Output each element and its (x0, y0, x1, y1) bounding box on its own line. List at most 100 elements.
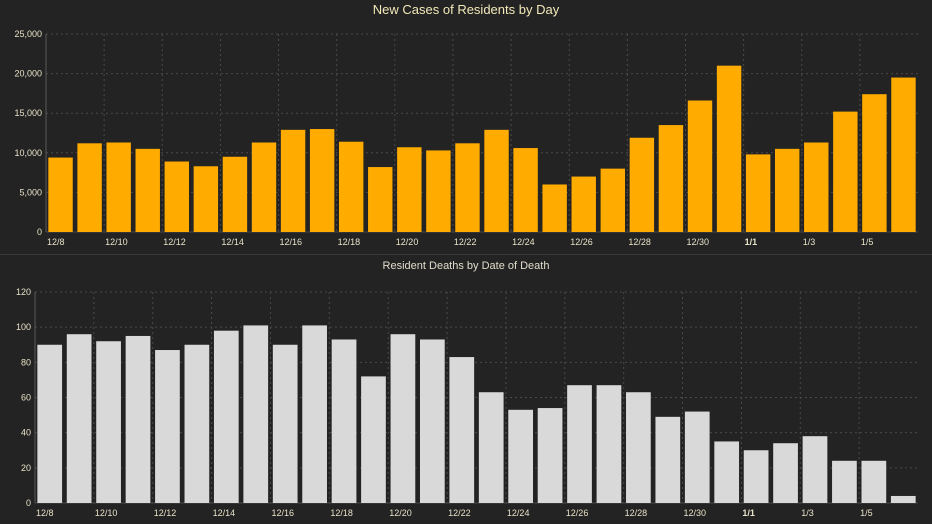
deaths-x-tick-label: 12/24 (507, 508, 530, 518)
deaths-x-tick-label: 12/30 (684, 508, 707, 518)
deaths-bar-12-8[interactable] (37, 344, 63, 503)
cases-x-tick-label: 12/16 (280, 237, 303, 247)
cases-bar-12-24[interactable] (513, 148, 538, 232)
deaths-bar-12-10[interactable] (96, 341, 121, 503)
deaths-y-tick-label: 80 (21, 357, 31, 367)
cases-x-tick-label: 12/10 (105, 237, 128, 247)
deaths-bar-12-27[interactable] (596, 385, 622, 503)
cases-bar-12-29[interactable] (658, 125, 684, 232)
deaths-x-tick-label: 12/28 (625, 508, 648, 518)
deaths-bar-12-30[interactable] (684, 411, 710, 503)
cases-bar-12-14[interactable] (222, 156, 248, 232)
deaths-bar-12-31[interactable] (714, 441, 740, 503)
deaths-bar-12-20[interactable] (390, 334, 416, 503)
cases-bar-12-26[interactable] (571, 176, 596, 232)
deaths-y-tick-label: 0 (26, 498, 31, 508)
deaths-bar-1-2[interactable] (773, 443, 798, 503)
cases-chart-title: New Cases of Residents by Day (372, 2, 560, 17)
deaths-y-tick-label: 60 (21, 393, 31, 403)
deaths-bar-1-4[interactable] (832, 460, 857, 503)
deaths-bar-12-11[interactable] (125, 335, 151, 503)
cases-x-tick-label: 12/20 (396, 237, 419, 247)
cases-bar-12-12[interactable] (164, 161, 190, 232)
deaths-bar-12-25[interactable] (537, 408, 563, 503)
deaths-bar-1-1[interactable] (743, 450, 769, 503)
deaths-x-tick-label: 1/5 (860, 508, 873, 518)
deaths-x-tick-label: 12/16 (271, 508, 294, 518)
deaths-y-tick-label: 120 (16, 287, 31, 297)
cases-y-tick-label: 25,000 (14, 29, 42, 39)
cases-bar-12-27[interactable] (600, 168, 626, 232)
cases-y-tick-label: 20,000 (14, 69, 42, 79)
deaths-x-tick-label: 1/3 (801, 508, 814, 518)
deaths-x-tick-label: 12/14 (213, 508, 236, 518)
deaths-x-tick-label: 12/26 (566, 508, 589, 518)
deaths-bar-12-24[interactable] (508, 409, 534, 503)
cases-bar-12-30[interactable] (687, 100, 713, 232)
cases-bar-1-3[interactable] (804, 142, 829, 232)
cases-y-tick-label: 10,000 (14, 148, 42, 158)
deaths-bar-12-23[interactable] (478, 392, 504, 503)
deaths-bar-12-28[interactable] (626, 392, 651, 503)
deaths-bar-12-21[interactable] (419, 339, 445, 503)
deaths-bar-12-19[interactable] (361, 376, 386, 503)
cases-bar-1-5[interactable] (862, 94, 887, 232)
cases-bar-12-17[interactable] (309, 129, 335, 232)
cases-y-tick-label: 15,000 (14, 108, 42, 118)
cases-bar-12-13[interactable] (193, 166, 219, 232)
cases-bar-1-2[interactable] (774, 148, 800, 232)
cases-bar-chart: 0 5,000 10,000 15,000 20,000 25,000 12/8 12/10 1… (14, 29, 918, 247)
cases-bar-12-22[interactable] (455, 143, 480, 232)
cases-bar-12-18[interactable] (338, 141, 364, 232)
deaths-bar-12-14[interactable] (213, 330, 239, 503)
deaths-bar-12-15[interactable] (243, 325, 269, 503)
cases-bar-1-6[interactable] (891, 77, 916, 232)
cases-bar-12-19[interactable] (368, 167, 393, 232)
deaths-bar-1-6[interactable] (890, 495, 916, 503)
cases-bar-12-15[interactable] (251, 142, 277, 232)
deaths-x-tick-label: 12/22 (448, 508, 471, 518)
chart-divider (0, 254, 932, 255)
deaths-bar-12-13[interactable] (184, 344, 210, 503)
deaths-x-tick-label: 12/10 (95, 508, 118, 518)
cases-bar-12-25[interactable] (542, 184, 567, 232)
cases-bar-12-20[interactable] (397, 147, 422, 232)
deaths-chart-title: Resident Deaths by Date of Death (382, 260, 550, 272)
deaths-bar-12-9[interactable] (66, 334, 92, 503)
deaths-bar-12-29[interactable] (655, 416, 681, 503)
cases-x-tick-label: 12/22 (454, 237, 477, 247)
deaths-x-tick-label: 12/20 (389, 508, 412, 518)
deaths-bar-12-17[interactable] (302, 325, 327, 503)
deaths-y-tick-label: 20 (21, 463, 31, 473)
deaths-bar-1-5[interactable] (861, 460, 887, 503)
cases-bar-12-16[interactable] (280, 129, 306, 232)
cases-bar-12-28[interactable] (629, 137, 655, 232)
cases-bar-12-10[interactable] (106, 142, 131, 232)
deaths-bar-12-22[interactable] (449, 357, 475, 503)
deaths-y-tick-label: 100 (16, 322, 31, 332)
cases-bar-12-8[interactable] (48, 157, 73, 232)
cases-x-tick-label: 12/8 (47, 237, 65, 247)
deaths-bar-12-18[interactable] (331, 339, 357, 503)
cases-x-tick-label: 1/5 (861, 237, 874, 247)
cases-bar-1-1[interactable] (745, 154, 771, 232)
cases-bar-12-9[interactable] (77, 143, 102, 232)
cases-bar-12-31[interactable] (716, 65, 742, 233)
deaths-bar-1-3[interactable] (802, 436, 828, 503)
cases-bar-12-23[interactable] (484, 129, 509, 232)
cases-x-tick-label: 12/30 (686, 237, 709, 247)
deaths-bar-12-26[interactable] (567, 385, 592, 503)
cases-bar-1-4[interactable] (833, 111, 858, 232)
cases-bar-12-21[interactable] (426, 150, 451, 232)
cases-x-tick-label: 12/26 (570, 237, 593, 247)
deaths-y-tick-label: 40 (21, 428, 31, 438)
cases-y-tick-label: 5,000 (19, 187, 42, 197)
cases-x-tick-label: 1/3 (803, 237, 816, 247)
cases-x-tick-label: 12/24 (512, 237, 535, 247)
cases-x-tick-label: 12/14 (221, 237, 244, 247)
deaths-bar-12-16[interactable] (272, 344, 298, 503)
deaths-bar-12-12[interactable] (155, 350, 180, 503)
cases-bar-12-11[interactable] (135, 148, 160, 232)
